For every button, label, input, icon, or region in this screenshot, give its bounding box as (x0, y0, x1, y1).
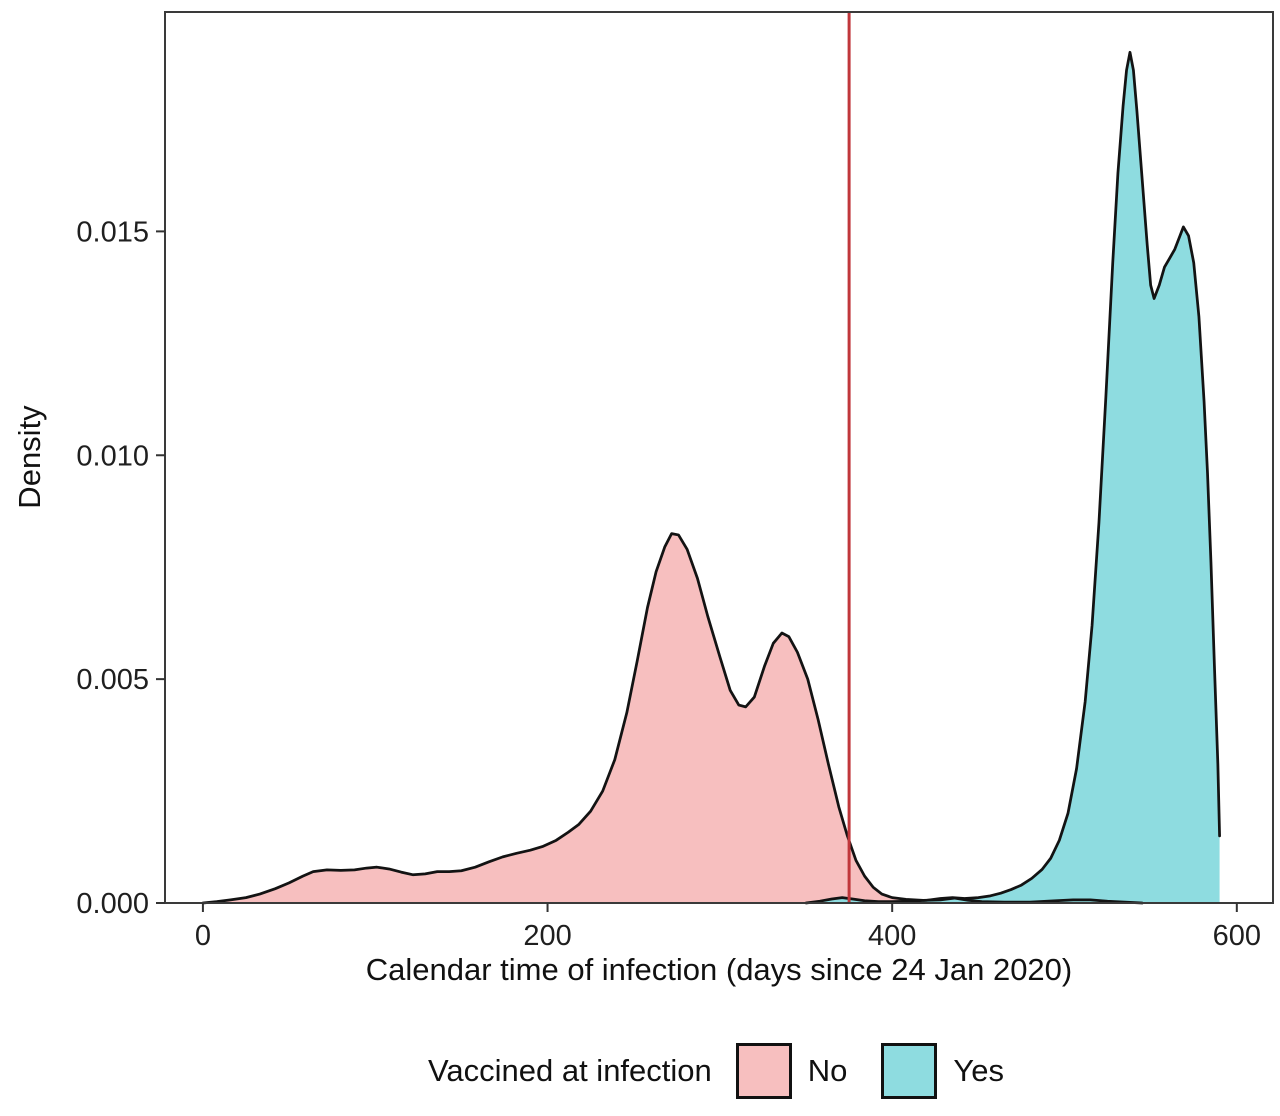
y-tick-label: 0.005 (76, 664, 149, 696)
density-outline-yes (804, 50, 1221, 905)
x-tick-label: 400 (868, 920, 916, 952)
legend: Vaccined at infection No Yes (160, 1038, 1272, 1104)
legend-swatch-yes (881, 1043, 938, 1099)
legend-swatch-no (735, 1043, 792, 1099)
panel-border (164, 11, 1274, 904)
y-tick-label: 0.010 (76, 440, 149, 472)
x-tick-label: 200 (523, 920, 571, 952)
legend-label-yes: Yes (953, 1053, 1004, 1088)
x-axis-title: Calendar time of infection (days since 2… (365, 952, 1073, 987)
y-tick-label: 0.000 (76, 888, 149, 920)
legend-title: Vaccined at infection (428, 1053, 712, 1088)
density-area-yes (806, 52, 1220, 903)
y-axis-title: Density (12, 405, 47, 509)
x-tick-label: 0 (195, 920, 211, 952)
density-area-no (202, 533, 1143, 903)
legend-label-no: No (807, 1053, 848, 1088)
x-tick-label: 600 (1213, 920, 1261, 952)
y-tick-label: 0.015 (76, 216, 149, 248)
